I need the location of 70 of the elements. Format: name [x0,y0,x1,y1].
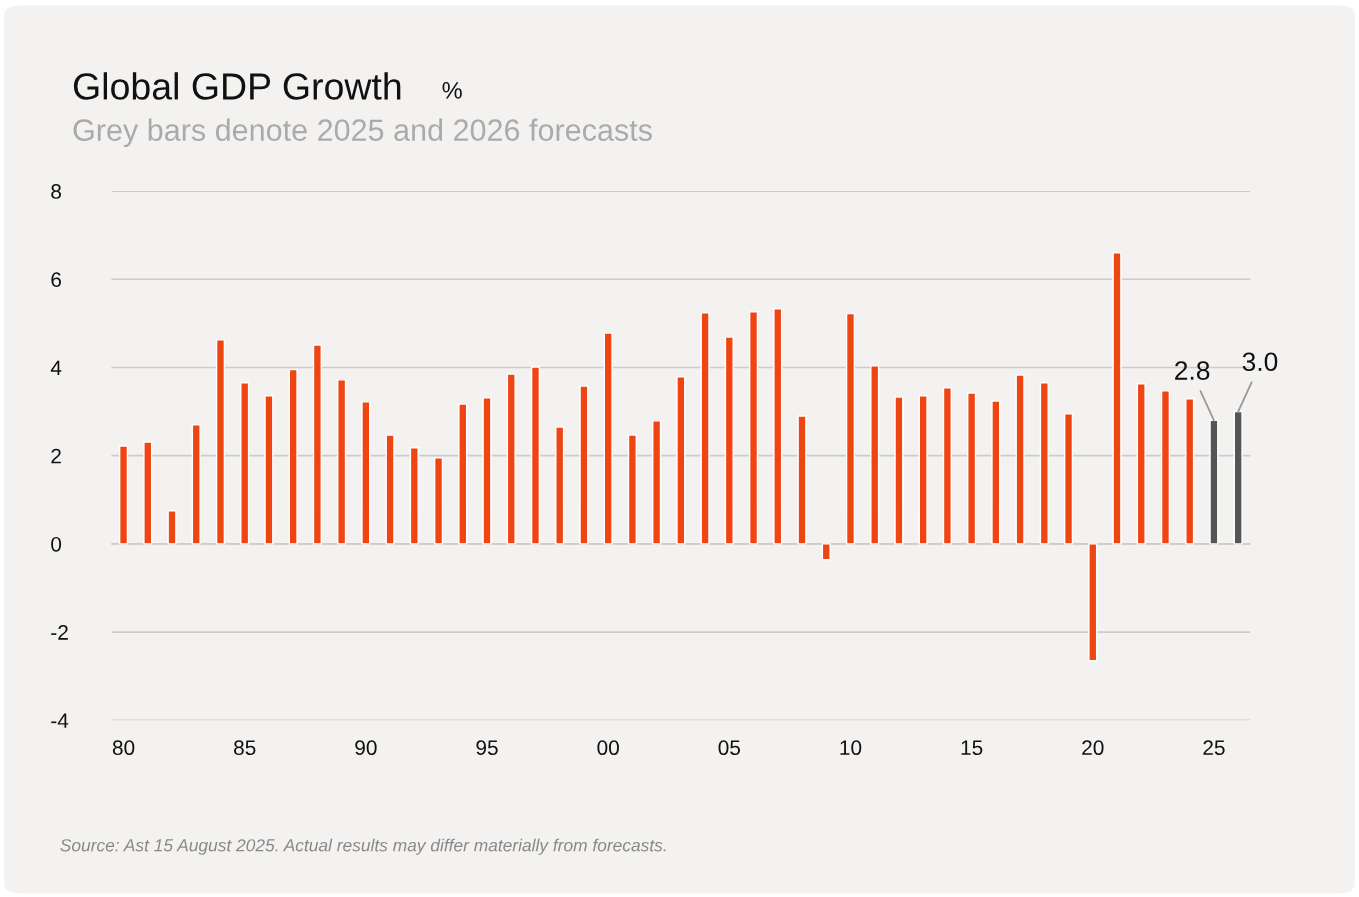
x-tick-label: 00 [597,740,619,756]
x-tick-label: 15 [961,740,983,756]
bar [312,344,322,545]
bar [700,312,710,545]
bar [167,510,177,545]
bar [191,424,201,545]
x-tick-label: 10 [840,740,862,756]
x-tick-label: 05 [718,740,741,756]
bar [1209,419,1219,545]
bar [773,308,783,545]
x-tick-label: 25 [1203,740,1225,756]
bar [579,385,589,545]
bar [1015,374,1025,545]
bar [337,379,347,545]
bar [530,366,541,545]
bar [991,400,1001,545]
bar [385,434,395,545]
y-tick-label: 0 [51,536,62,552]
y-tick-label: 2 [51,448,61,464]
y-tick-label: 6 [51,272,61,288]
bar [458,403,468,545]
bar [143,441,153,545]
data-label: 2.8 [1175,361,1210,380]
bar [506,373,516,545]
bar [118,445,129,545]
bar [215,338,226,545]
bar [894,396,904,545]
bar [264,395,274,545]
y-tick-label: 8 [51,184,62,199]
bar [821,543,831,561]
y-axis-title: % [442,82,462,99]
bar [797,415,807,545]
bar [676,376,686,545]
bar [724,336,734,545]
y-tick-label: -4 [51,713,69,728]
chart-subtitle: Grey bars denote 2025 and 2026 forecasts [73,118,652,147]
bar [409,447,419,545]
data-label: 3.0 [1242,352,1278,372]
bar [482,397,492,545]
bar [1039,382,1049,545]
bar [1112,252,1122,545]
bar [1160,390,1171,545]
bar [845,312,856,545]
source-note: Source: Ast 15 August 2025. Actual results may differ materially from forecasts. [60,838,666,855]
bar [240,382,250,545]
x-tick-label: 20 [1082,740,1104,756]
y-tick-label: -2 [51,625,68,640]
bar [942,387,952,545]
bar [1136,383,1146,545]
bar [603,332,613,545]
y-tick-label: 4 [50,360,62,376]
bar [652,420,662,545]
bar [288,368,298,545]
bar [627,434,637,545]
bar [918,395,928,545]
bar [555,426,565,545]
bar [967,392,977,545]
x-tick-label: 95 [476,740,498,756]
bar [433,457,444,545]
x-tick-label: 80 [112,740,135,756]
bar [870,365,880,545]
bar [1185,398,1195,545]
bar [1088,543,1098,662]
bar [1063,413,1074,545]
x-tick-label: 85 [234,740,256,756]
bar [1233,410,1243,545]
chart-title: Global GDP Growth [73,72,401,100]
bar [748,311,759,545]
x-tick-label: 90 [355,740,377,756]
bar [361,401,371,545]
